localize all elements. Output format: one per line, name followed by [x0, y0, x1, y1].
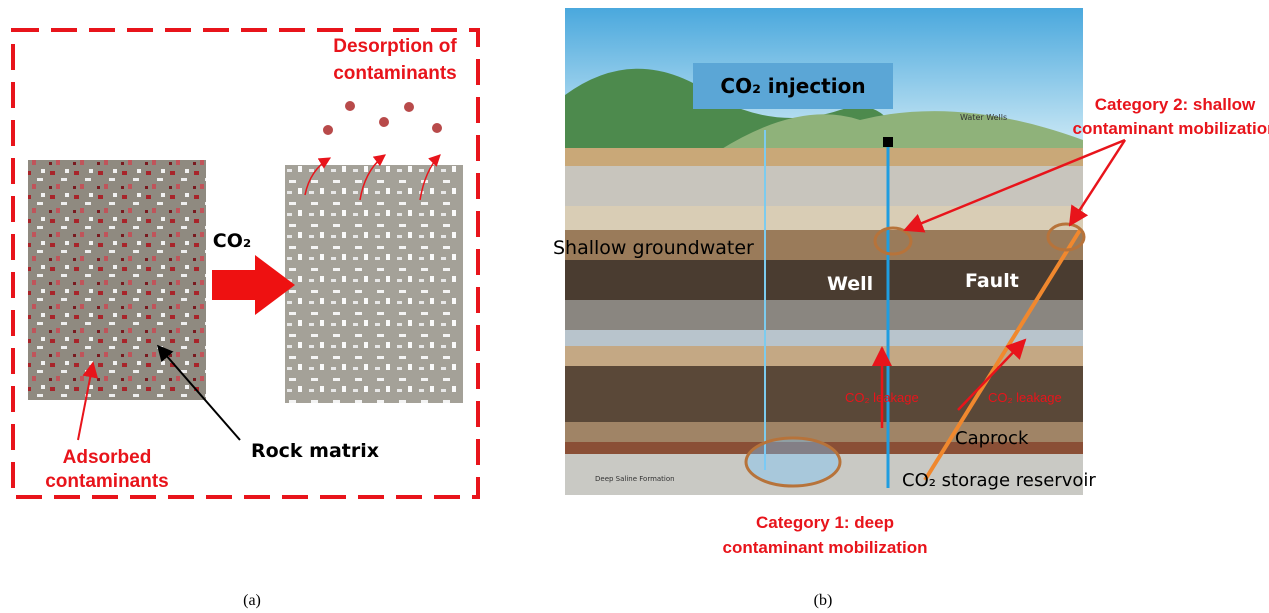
fault-line — [923, 228, 1082, 482]
deep-circle — [744, 436, 842, 488]
shallow-groundwater-label: Shallow groundwater — [553, 237, 754, 259]
fault-label: Fault — [965, 270, 1019, 292]
dashed-frame — [11, 28, 480, 499]
geology-section — [565, 8, 1083, 495]
desorption-arrows — [304, 154, 441, 201]
formation-label: Deep Saline Formation — [595, 475, 675, 483]
injection-box — [693, 63, 893, 109]
co2-arrow — [212, 255, 295, 315]
category2-label: contaminant mobilization — [1073, 119, 1269, 138]
well-label: Well — [827, 273, 873, 295]
caprock-label: Caprock — [955, 428, 1029, 449]
caption-a: (a) — [243, 592, 261, 609]
caption-b: (b) — [814, 592, 833, 609]
co2-label: CO₂ — [213, 230, 251, 252]
rock-matrix-arrow — [156, 344, 241, 441]
rock-after — [285, 165, 463, 403]
rock-matrix-label: Rock matrix — [251, 440, 379, 462]
shallow-circle — [1046, 222, 1086, 252]
desorption-label: Desorption of — [333, 36, 457, 57]
leakage-label: CO₂ leakage — [845, 390, 919, 405]
adsorbed-arrow — [77, 361, 99, 441]
reservoir-label: CO₂ storage reservoir — [902, 470, 1096, 491]
rock-before — [28, 160, 206, 400]
desorbed-particles — [323, 101, 442, 135]
injection-label: CO₂ injection — [720, 74, 865, 98]
category2-label: Category 2: shallow — [1095, 95, 1256, 114]
category1-label: contaminant mobilization — [723, 538, 928, 557]
well-head — [883, 137, 893, 147]
desorption-label: contaminants — [333, 63, 457, 84]
water-wells-label: Water Wells — [960, 113, 1007, 122]
shallow-circle — [873, 226, 913, 256]
adsorbed-label: contaminants — [45, 471, 169, 492]
callout-arrows — [872, 138, 1127, 428]
leakage-label: CO₂ leakage — [988, 390, 1062, 405]
adsorbed-label: Adsorbed — [63, 447, 152, 468]
category1-label: Category 1: deep — [756, 513, 894, 532]
